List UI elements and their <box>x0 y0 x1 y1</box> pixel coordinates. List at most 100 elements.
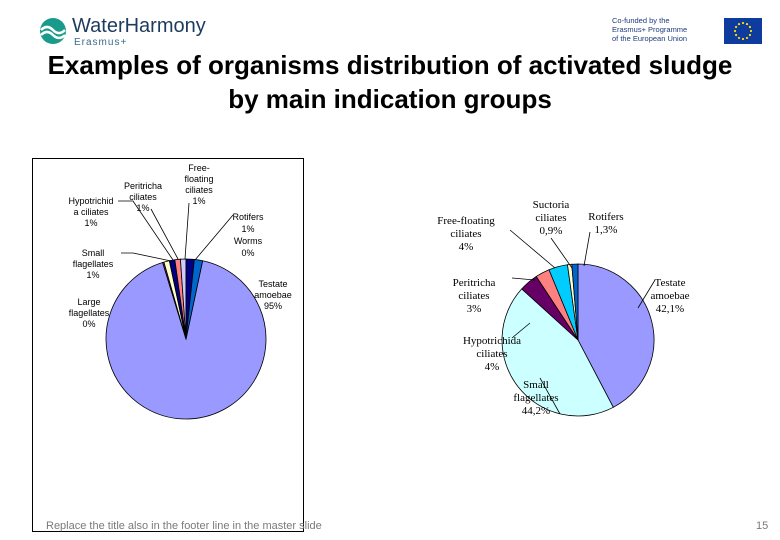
label-large-flagellates-left-line: Large <box>77 297 100 307</box>
leader-testate-right <box>637 279 656 309</box>
wave-logo-icon <box>40 18 66 44</box>
label-large-flagellates-left-line: flagellates <box>69 308 110 318</box>
label-testate-right-line: 42,1% <box>656 303 684 315</box>
label-free-floating-left-line: 1% <box>192 196 205 206</box>
eu-line-2: Erasmus+ Programme <box>612 25 688 34</box>
pie-chart-left: Free-floatingciliates1%Peritrichaciliate… <box>68 163 292 420</box>
pie-chart-right: Suctoriaciliates0,9%Rotifers1,3%Free-flo… <box>437 199 689 417</box>
leader-free-floating-left <box>184 202 190 260</box>
leader-small-flagellates-right <box>539 377 561 415</box>
label-rotifers-worms-left-line: 0% <box>241 248 254 258</box>
label-testate-right-line: amoebae <box>650 290 689 302</box>
leader-peritricha-left <box>150 208 179 260</box>
leader-hypotrichida-right <box>511 322 531 339</box>
label-suctoria-right-line: 0,9% <box>540 225 563 237</box>
label-free-floating-left-line: ciliates <box>185 185 213 195</box>
leader-peritricha-right <box>511 277 536 281</box>
eu-star-icon <box>737 36 741 40</box>
label-testate-left-line: 95% <box>264 301 282 311</box>
pie-slice-small-flagellates-right <box>501 288 614 417</box>
label-small-flagellates-right-line: 44,2% <box>522 405 550 417</box>
label-suctoria-right-line: Suctoria <box>533 199 570 211</box>
label-peritricha-right-line: 3% <box>467 303 482 315</box>
label-small-flagellates-left-line: flagellates <box>73 259 114 269</box>
eu-star-icon <box>745 36 749 40</box>
pie-slice-testate <box>105 260 267 420</box>
label-hypotrichida-right-line: 4% <box>485 361 500 373</box>
eu-star-icon <box>741 21 745 25</box>
eu-line-3: of the European Union <box>612 34 688 43</box>
leader-free-floating-right <box>509 229 556 269</box>
footer-text: Replace the title also in the footer lin… <box>46 520 322 532</box>
label-free-floating-right-line: ciliates <box>450 228 481 240</box>
label-free-floating-right-line: 4% <box>459 241 474 253</box>
logo-main-text: WaterHarmony <box>72 15 206 37</box>
label-testate-left-line: amoebae <box>254 290 292 300</box>
label-large-flagellates-left-line: 0% <box>82 319 95 329</box>
eu-star-icon <box>737 22 741 26</box>
water-harmony-logo: WaterHarmony Erasmus+ <box>38 14 238 48</box>
label-rotifers-worms-left-line: 1% <box>241 224 254 234</box>
leader-rotifers-left <box>194 214 234 261</box>
label-rotifers-right-line: Rotifers <box>588 211 623 223</box>
pie-slice-worms <box>185 258 204 340</box>
label-peritricha-right-line: Peritricha <box>453 277 496 289</box>
leader-rotifers-right <box>583 231 591 267</box>
label-rotifers-worms-left-line: Worms <box>234 236 263 246</box>
leader-small-flagellates-left <box>121 252 172 262</box>
eu-star-icon <box>734 25 738 29</box>
label-rotifers-right-line: 1,3% <box>595 224 618 236</box>
label-hypotrichida-left-line: 1% <box>84 218 97 228</box>
pie-chart-frame-left: Free-floating ciliates 1% Peritricha ciliate… <box>32 158 304 532</box>
eu-cofunded-logo: Co-funded by the Erasmus+ Programme of t… <box>612 16 764 46</box>
pie-slice-testate-right <box>577 263 655 408</box>
label-testate-left-line: Testate <box>258 279 287 289</box>
label-small-flagellates-left-line: Small <box>82 248 105 258</box>
label-small-flagellates-left-line: 1% <box>86 270 99 280</box>
label-peritricha-right-line: ciliates <box>458 290 489 302</box>
label-peritricha-left-line: ciliates <box>129 192 157 202</box>
eu-star-icon <box>741 37 745 41</box>
page-number: 15 <box>756 520 769 532</box>
label-free-floating-right-line: Free-floating <box>437 215 495 227</box>
eu-cofunded-text: Co-funded by the Erasmus+ Programme of t… <box>612 16 716 43</box>
label-hypotrichida-right-line: Hypotrichida <box>463 335 521 347</box>
label-hypotrichida-left-line: Hypotrichid <box>68 196 113 206</box>
label-free-floating-left-line: floating <box>184 174 213 184</box>
label-free-floating-left-line: Free- <box>188 163 210 173</box>
label-rotifers-worms-left: Rotifers 1% Worms 0% <box>232 212 264 258</box>
eu-star-icon <box>749 29 753 33</box>
pie-slice-rotifers-right <box>571 263 579 341</box>
eu-star-icon <box>734 33 738 37</box>
label-small-flagellates-right-line: Small <box>523 379 549 391</box>
leader-hypotrichida-left <box>118 200 174 261</box>
label-small-flagellates-right-line: flagellates <box>513 392 558 404</box>
leader-suctoria-right <box>550 237 573 269</box>
eu-star-icon <box>733 29 737 33</box>
eu-star-icon <box>748 33 752 37</box>
label-rotifers-worms-left-line: Rotifers <box>232 212 264 222</box>
logo-sub-text: Erasmus+ <box>74 37 128 48</box>
label-peritricha-left-line: Peritricha <box>124 181 162 191</box>
eu-star-icon <box>745 22 749 26</box>
label-peritricha-left-line: 1% <box>136 203 149 213</box>
eu-line-1: Co-funded by the <box>612 16 670 25</box>
label-testate-right-line: Testate <box>655 277 686 289</box>
slide-title: Examples of organisms distribution of ac… <box>47 50 733 114</box>
eu-flag-icon <box>724 18 762 44</box>
label-hypotrichida-right-line: ciliates <box>476 348 507 360</box>
eu-star-icon <box>748 25 752 29</box>
label-suctoria-right-line: ciliates <box>535 212 566 224</box>
